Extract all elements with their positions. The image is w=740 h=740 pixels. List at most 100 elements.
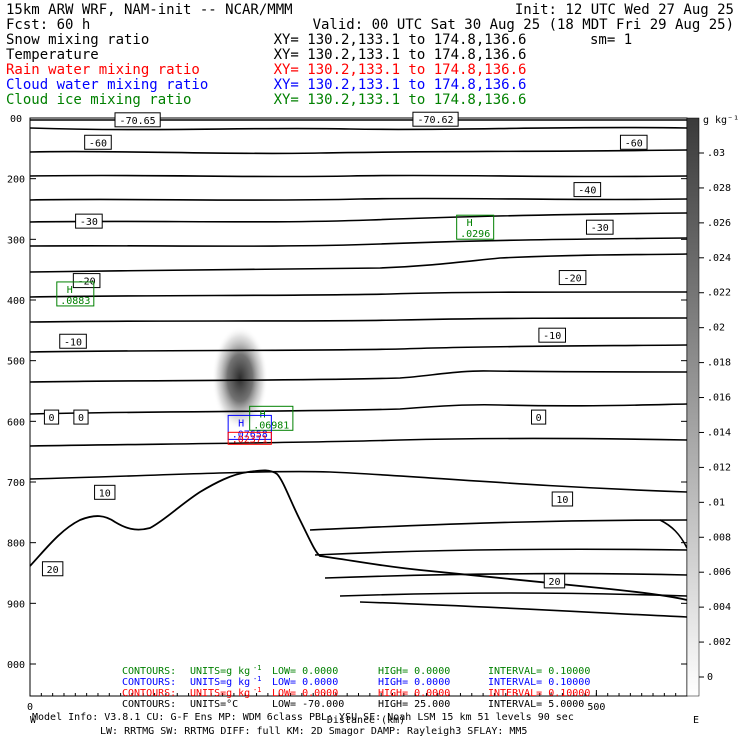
maximum-value: .02371	[232, 434, 268, 445]
axis-end-west: W	[30, 715, 37, 726]
maximum-value: .0883	[60, 296, 90, 307]
colorbar-tick-label: .024	[707, 253, 731, 264]
contour-label-box	[551, 491, 574, 507]
contour-info: CONTOURS: UNITS=g kg LOW= 0.0000 HIGH= 0.00…	[122, 664, 590, 710]
contour-label-box	[573, 182, 602, 198]
isotherm-line	[29, 197, 688, 201]
contour-info-field: INTERVAL= 5.0000	[488, 699, 584, 710]
x-tick-label: 0	[27, 702, 33, 713]
footer-line-1: Model Info: V3.8.1 CU: G-F Ens MP: WDM 6…	[32, 712, 574, 723]
field-xy: XY= 130.2,133.1 to 174.8,136.6	[274, 47, 527, 63]
contour-info-field: UNITS=g kg	[190, 666, 250, 677]
isotherm-line	[29, 291, 688, 298]
contour-info-field: LOW= 0.0000	[272, 688, 338, 699]
terrain-outline	[29, 469, 688, 601]
contour-info-field: HIGH= 0.0000	[378, 666, 450, 677]
field-name: Snow mixing ratio	[6, 32, 149, 48]
isotherm-line	[339, 592, 688, 597]
contour-info-field: CONTOURS:	[122, 688, 176, 699]
isotherm-line	[29, 253, 688, 273]
contour-info-field: LOW= 0.0000	[272, 677, 338, 688]
colorbar-tick-label: .016	[707, 393, 731, 404]
colorbar-tick-label: .01	[707, 497, 725, 508]
isotherm-line	[314, 548, 688, 556]
contour-info-field: HIGH= 25.000	[378, 699, 450, 710]
contour-label: -20	[564, 274, 582, 285]
x-axis-label: Distance (km)	[327, 715, 405, 726]
contour-info-field: LOW= 0.0000	[272, 666, 338, 677]
contour-info-unit-exponent: -1	[253, 686, 261, 694]
contour-label-box	[531, 409, 547, 425]
maximum-marker: H	[467, 218, 473, 229]
contour-labels: -70.65 -70.62-60 -60-40-30-30-20 -20-10-100…	[41, 111, 648, 589]
isotherm-line	[29, 149, 688, 155]
terrain-edge	[659, 519, 688, 549]
contour-label: 20	[548, 577, 560, 588]
contour-label-box	[94, 484, 116, 500]
y-tick-label: 600	[7, 417, 25, 428]
x-tick-label: 500	[587, 702, 605, 713]
snow-mixing-ratio-shading	[212, 326, 268, 430]
colorbar-tick-label: 0	[707, 672, 713, 683]
contour-info-field: UNITS=g kg	[190, 677, 250, 688]
isotherm-line	[29, 437, 688, 447]
contour-info-field: HIGH= 0.0000	[378, 688, 450, 699]
field-xy: XY= 130.2,133.1 to 174.8,136.6	[274, 32, 527, 48]
field-name: Temperature	[6, 47, 99, 63]
y-tick-label: 200	[7, 175, 25, 186]
contour-label: 10	[99, 488, 111, 499]
contour-info-field: INTERVAL= 0.10000	[488, 677, 590, 688]
contour-label: 0	[49, 413, 55, 424]
y-tick-label: 800	[7, 539, 25, 550]
colorbar-tick-label: .018	[707, 358, 731, 369]
field-name: Rain water mixing ratio	[6, 62, 200, 78]
contour-info-field: UNITS=g kg	[190, 688, 250, 699]
contour-label-box	[585, 219, 614, 235]
isotherm-line	[29, 470, 688, 493]
contour-label: 10	[556, 495, 568, 506]
isotherm-line	[29, 174, 688, 178]
maximum-box	[56, 281, 95, 307]
contour-label-box	[543, 573, 566, 589]
y-tick-label: 00	[10, 114, 22, 125]
colorbar-tick-label: .02	[707, 323, 725, 334]
contour-label: 0	[78, 413, 84, 424]
colorbar-tick-label: .014	[707, 427, 731, 438]
init-time: Init: 12 UTC Wed 27 Aug 25	[515, 2, 734, 18]
colorbar-tick-label: .006	[707, 567, 731, 578]
contour-label-box	[619, 134, 648, 150]
model-title: 15km ARW WRF, NAM-init -- NCAR/MMM	[6, 2, 293, 18]
contour-info-field: LOW= -70.000	[272, 699, 344, 710]
maximum-box	[227, 431, 272, 445]
plot-frame	[29, 117, 688, 697]
isotherm-line	[29, 403, 688, 415]
y-tick-label: 700	[7, 478, 25, 489]
isotherm-line	[29, 370, 688, 383]
maximum-box	[456, 214, 495, 240]
isotherm-line	[29, 126, 688, 131]
isotherm-line	[309, 519, 688, 531]
contour-label: 0	[536, 413, 542, 424]
contour-info-field: UNITS=°C	[190, 699, 238, 710]
colorbar-tick-label: .026	[707, 218, 731, 229]
contour-label-box	[558, 270, 587, 286]
field-legend: Snow mixing ratio XY= 130.2,133.1 to 174.…	[6, 32, 632, 108]
contour-label: -40	[578, 186, 596, 197]
field-xy: XY= 130.2,133.1 to 174.8,136.6	[274, 77, 527, 93]
colorbar-tick-label: .004	[707, 602, 731, 613]
isotherm-line	[29, 212, 688, 223]
contour-info-field: INTERVAL= 0.10000	[488, 666, 590, 677]
colorbar	[686, 117, 700, 697]
contour-info-field: HIGH= 0.0000	[378, 677, 450, 688]
temperature-contours	[29, 119, 688, 618]
contour-label-box	[41, 561, 64, 577]
contour-label-box	[72, 273, 101, 289]
y-tick-label: 900	[7, 599, 25, 610]
contour-label-box	[114, 112, 161, 128]
axis-end-east: E	[693, 715, 699, 726]
contour-info-field: CONTOURS:	[122, 666, 176, 677]
maximum-value: .07658	[232, 429, 268, 440]
maximum-marker: H	[260, 409, 266, 420]
contour-info-unit-exponent: -1	[253, 664, 261, 672]
